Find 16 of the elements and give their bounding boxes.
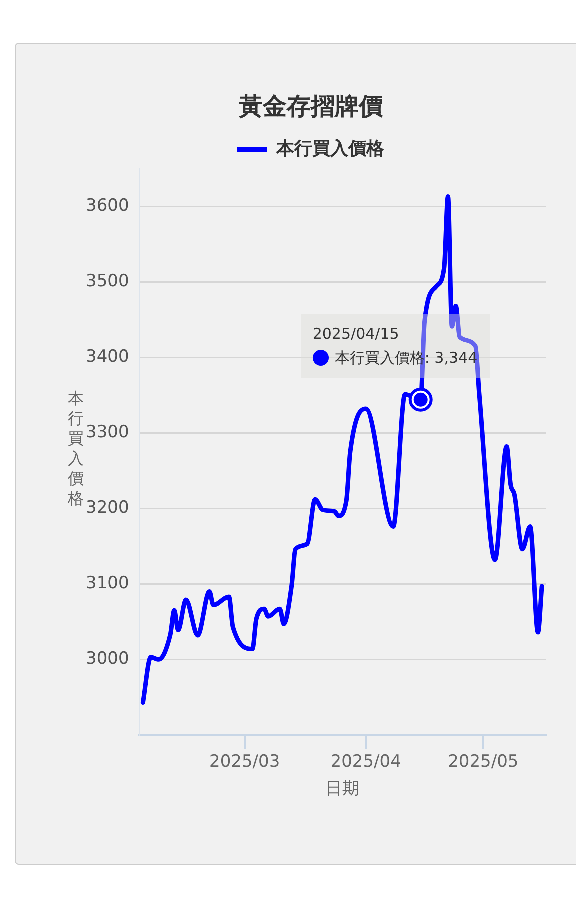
y-tick-label: 3600 (86, 196, 130, 216)
y-tick-label: 3200 (86, 498, 130, 518)
y-tick-label: 3000 (86, 649, 130, 670)
y-axis-title: 本行買入價格 (67, 389, 85, 509)
y-tick-label: 3300 (86, 422, 130, 443)
annotation: 2025/04/15 (312, 324, 400, 345)
chart-title: 黃金存摺牌價 (238, 92, 384, 121)
y-tick-label: 3500 (86, 272, 130, 292)
x-axis-title: 日期 (326, 779, 360, 800)
y-tick-label: 3400 (86, 347, 130, 368)
x-tick-label: 2025/05 (448, 752, 519, 772)
x-tick-label: 2025/03 (210, 752, 280, 772)
line-series (140, 194, 544, 705)
x-tick-label: 2025/04 (330, 752, 402, 772)
legend-label: 本行買入價格 (276, 138, 386, 160)
y-tick-label: 3100 (86, 574, 130, 594)
